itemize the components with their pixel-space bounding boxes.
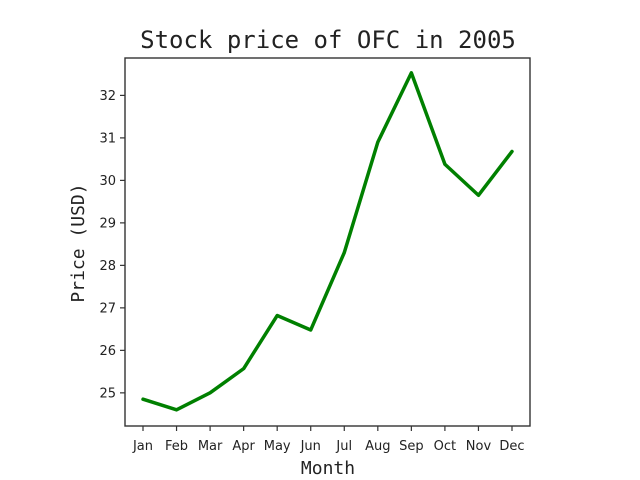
x-tick-label: Mar [198, 439, 223, 454]
x-tick-label: Sep [399, 439, 424, 454]
y-axis: 25 26 27 28 29 30 31 32 [99, 89, 125, 401]
x-tick-label: Feb [165, 439, 188, 454]
y-tick-label: 29 [99, 216, 116, 231]
x-tick-label: Apr [232, 439, 255, 454]
y-tick-label: 25 [99, 386, 116, 401]
y-tick-label: 31 [99, 131, 116, 146]
y-tick-label: 30 [99, 174, 116, 189]
y-axis-label: Price (USD) [68, 183, 89, 302]
chart-title: Stock price of OFC in 2005 [140, 26, 516, 54]
x-tick-label: Oct [434, 439, 456, 454]
x-tick-label: Nov [466, 439, 492, 454]
x-axis-label: Month [301, 458, 355, 479]
x-tick-label: May [264, 439, 291, 454]
y-tick-label: 32 [99, 89, 116, 104]
y-tick-label: 28 [99, 259, 116, 274]
x-tick-label: Jun [300, 439, 321, 454]
x-tick-label: Dec [499, 439, 524, 454]
y-tick-label: 26 [99, 344, 116, 359]
y-tick-label: 27 [99, 301, 116, 316]
x-tick-label: Aug [365, 439, 390, 454]
plot-frame [124, 57, 531, 427]
series-layer [141, 71, 514, 412]
x-tick-label: Jul [335, 439, 352, 454]
x-tick-label: Jan [132, 439, 153, 454]
x-axis: Jan Feb Mar Apr May Jun Jul Aug Sep Oct Nov Dec [132, 426, 525, 454]
series-line-0 [141, 71, 514, 412]
